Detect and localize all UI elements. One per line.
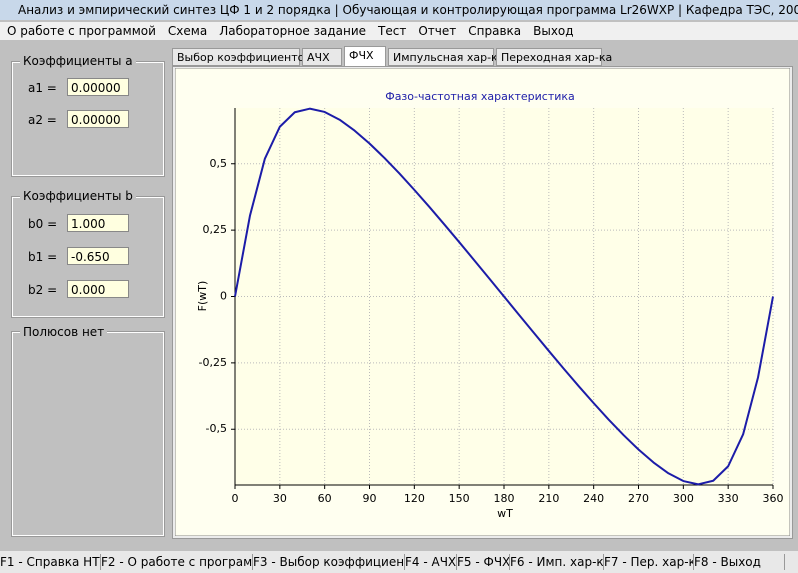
field-label: a2 = [28,113,57,127]
x-tick-label: 360 [763,492,784,505]
chart: Фазо-частотная характеристика wT F(wT) -… [175,68,790,536]
group-title: Коэффициенты a [20,54,136,68]
field-label: b2 = [28,283,58,297]
status-item[interactable]: F1 - Справка HTML [0,554,101,570]
y-tick-label: 0 [220,290,227,303]
x-tick-label: 0 [232,492,239,505]
menu-item[interactable]: Справка [468,24,522,38]
x-tick-label: 300 [673,492,694,505]
x-tick-label: 330 [718,492,739,505]
menu-item[interactable]: О работе с программой [7,24,156,38]
y-tick-label: -0,25 [199,356,227,369]
tab[interactable]: АЧХ [302,48,342,66]
status-bar: F1 - Справка HTML F2 - О работе с програ… [0,551,798,573]
x-tick-label: 90 [363,492,377,505]
chart-title: Фазо-частотная характеристика [385,90,575,103]
tab[interactable]: Переходная хар-ка [496,48,612,66]
group-title: Коэффициенты b [20,189,136,203]
status-item[interactable]: F6 - Имп. хар-ка [510,554,604,570]
x-tick-label: 30 [273,492,287,505]
y-tick-label: -0,5 [206,422,227,435]
title-bar: Анализ и эмпирический синтез ЦФ 1 и 2 по… [0,0,798,20]
field-label: b0 = [28,217,58,231]
y-axis-label: F(wT) [196,281,209,312]
input[interactable]: 1.000 [67,214,129,232]
menu-bar: О работе с программой Схема Лабораторное з… [0,22,798,40]
x-tick-label: 210 [538,492,559,505]
input[interactable]: -0.650 [67,247,129,265]
status-item[interactable]: F8 - Выход [694,554,785,570]
group-poles [11,331,165,537]
menu-item[interactable]: Схема [167,24,208,38]
group-title: Полюсов нет [20,325,108,339]
x-tick-label: 240 [583,492,604,505]
status-item[interactable]: F5 - ФЧХ [457,554,510,570]
y-tick-label: 0,5 [210,157,228,170]
x-tick-label: 120 [404,492,425,505]
x-tick-label: 270 [628,492,649,505]
data-line [234,107,774,486]
input[interactable]: 0.000 [67,280,129,298]
x-tick-label: 150 [449,492,470,505]
field-label: a1 = [28,81,57,95]
y-tick-label: 0,25 [203,223,228,236]
tab[interactable]: Выбор коэффициентов [172,48,311,66]
menu-item[interactable]: Лабораторное задание [219,24,367,38]
tab-active[interactable]: ФЧХ [344,46,386,67]
menu-item[interactable]: Отчет [418,24,457,38]
x-axis-label: wT [497,507,513,520]
menu-item[interactable]: Выход [533,24,574,38]
status-item[interactable]: F3 - Выбор коэффициентов [253,554,405,570]
menu-item[interactable]: Тест [378,24,407,38]
x-tick-label: 180 [494,492,515,505]
status-item[interactable]: F2 - О работе с программой [101,554,253,570]
status-item[interactable]: F4 - АЧХ [405,554,457,570]
tab[interactable]: Импульсная хар-ка [388,48,504,66]
x-tick-label: 60 [318,492,332,505]
input[interactable]: 0.00000 [67,110,129,128]
status-item[interactable]: F7 - Пер. хар-ка [604,554,694,570]
field-label: b1 = [28,250,58,264]
input[interactable]: 0.00000 [67,78,129,96]
